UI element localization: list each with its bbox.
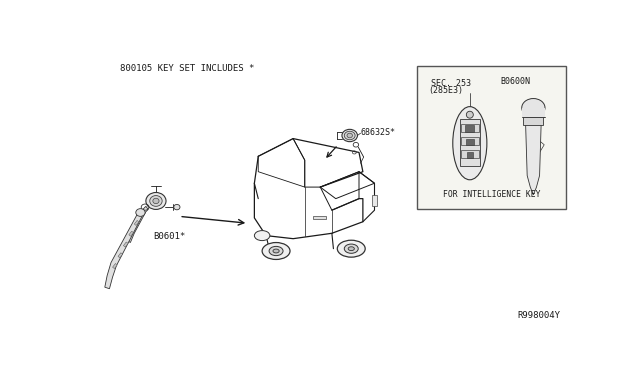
Text: FOR INTELLIGENCE KEY: FOR INTELLIGENCE KEY — [443, 190, 540, 199]
Ellipse shape — [254, 231, 270, 241]
Ellipse shape — [467, 111, 474, 118]
Ellipse shape — [262, 243, 290, 260]
Polygon shape — [525, 125, 541, 195]
Bar — [461, 124, 479, 132]
Ellipse shape — [269, 246, 283, 256]
Bar — [417, 66, 566, 209]
Text: B0601*: B0601* — [154, 232, 186, 241]
Bar — [524, 117, 543, 125]
Polygon shape — [105, 212, 143, 289]
Text: (285E3): (285E3) — [428, 86, 463, 95]
Bar — [467, 152, 473, 158]
Bar — [124, 242, 128, 247]
Ellipse shape — [344, 244, 358, 253]
Bar — [113, 263, 117, 269]
Bar — [465, 125, 474, 132]
Text: 68632S*: 68632S* — [360, 128, 396, 137]
Bar — [129, 231, 134, 236]
Ellipse shape — [344, 131, 355, 140]
Bar — [460, 119, 480, 166]
Bar — [466, 139, 474, 145]
Polygon shape — [128, 206, 148, 243]
Bar — [522, 108, 545, 117]
Ellipse shape — [136, 209, 145, 217]
Ellipse shape — [522, 99, 545, 117]
Bar — [461, 150, 479, 158]
Bar — [461, 137, 479, 145]
Ellipse shape — [347, 133, 353, 138]
Text: SEC. 253: SEC. 253 — [431, 78, 471, 87]
Text: 800105 KEY SET INCLUDES *: 800105 KEY SET INCLUDES * — [120, 64, 255, 73]
Ellipse shape — [153, 198, 159, 203]
Ellipse shape — [337, 240, 365, 257]
Ellipse shape — [342, 129, 358, 142]
Text: R998004Y: R998004Y — [518, 311, 561, 320]
Text: B0600N: B0600N — [501, 77, 531, 86]
Ellipse shape — [150, 196, 162, 206]
Bar — [312, 216, 326, 219]
Ellipse shape — [174, 205, 180, 210]
Bar — [118, 253, 123, 258]
Ellipse shape — [348, 247, 355, 251]
Ellipse shape — [273, 249, 279, 253]
Bar — [134, 220, 139, 225]
Bar — [372, 195, 377, 206]
Ellipse shape — [452, 107, 487, 180]
Ellipse shape — [146, 192, 166, 209]
